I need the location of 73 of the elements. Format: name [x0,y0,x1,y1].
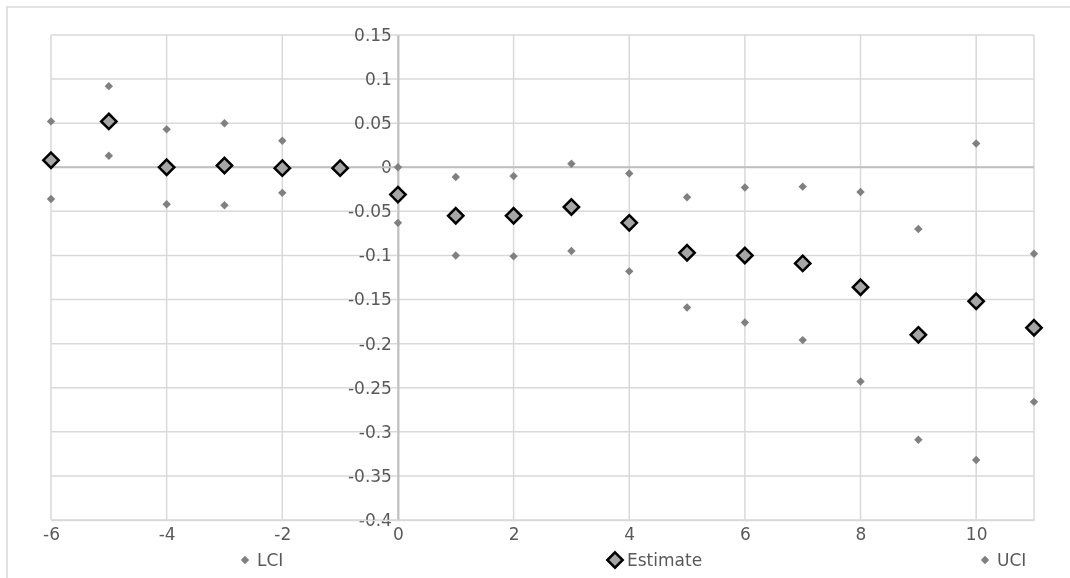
legend-label: LCI [257,549,284,570]
y-tick-label: -0.3 [358,421,392,442]
point [509,252,518,261]
point [99,112,118,131]
y-tick-label: -0.15 [347,289,392,310]
y-tick-label: -0.35 [347,465,392,486]
y-tick-label: -0.2 [358,333,392,354]
point [273,159,292,178]
point [735,246,754,265]
x-tick-label: 2 [508,524,520,545]
point [393,163,403,172]
point [393,218,403,228]
y-tick-label: 0.15 [354,24,392,45]
point [851,278,870,297]
point [1029,249,1039,258]
point [567,159,576,168]
point [162,200,171,209]
point [967,292,986,311]
point [509,171,518,181]
point [220,200,229,210]
y-tick-label: -0.05 [347,201,392,222]
point [46,194,56,204]
point [104,81,114,91]
point [446,206,465,225]
y-tick-label: -0.1 [358,245,392,266]
x-tick-label: 10 [965,524,988,545]
point [740,318,750,327]
point [215,156,234,175]
point [104,151,114,161]
point [856,377,865,386]
x-tick-label: -4 [158,524,176,545]
y-tick-label: -0.25 [347,377,392,398]
point [856,187,865,197]
point [625,169,634,178]
point [798,335,807,345]
point [220,118,229,128]
point [971,139,981,148]
point [914,435,923,444]
point [798,182,807,191]
point [914,224,923,234]
x-tick-label: -2 [274,524,292,545]
point [278,188,287,198]
point [1029,397,1039,407]
x-tick-label: 6 [739,524,751,545]
point [157,158,176,177]
point [46,117,56,126]
point [793,254,812,273]
point [567,246,576,256]
point [504,206,523,225]
x-tick-label: 4 [624,524,636,545]
x-tick-label: 8 [855,524,867,545]
y-tick-label: 0.1 [364,69,392,90]
point [682,303,692,312]
x-tick-label: -6 [43,524,60,545]
point [1025,318,1043,337]
point [331,159,350,178]
point [620,213,639,232]
point [278,136,287,146]
point [909,325,928,344]
legend-label: Estimate [627,549,703,570]
point [740,183,750,192]
point [682,193,692,202]
legend-label: UCI [997,549,1027,570]
point [451,251,460,260]
point [971,455,981,465]
point [389,185,407,204]
point [42,151,60,170]
point [162,125,171,134]
point [451,172,460,182]
point [625,267,634,276]
point [562,198,581,216]
y-tick-label: 0.05 [354,113,392,134]
point [678,243,696,262]
